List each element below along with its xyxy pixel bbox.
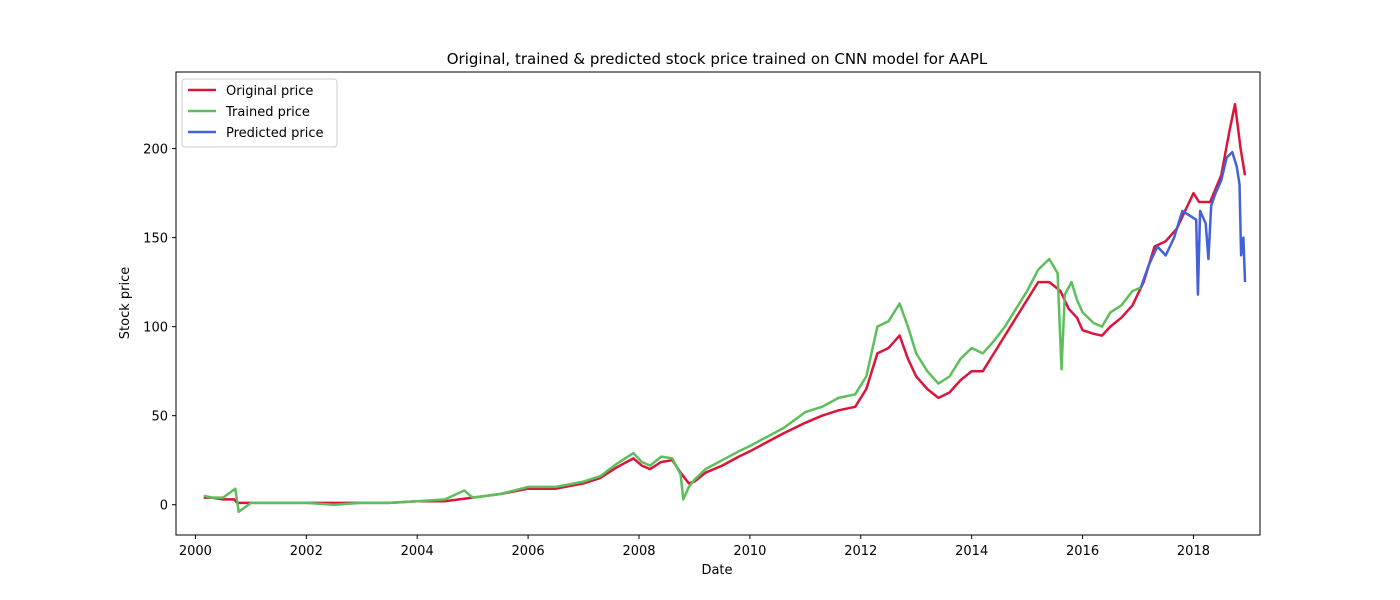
plot-frame: [175, 71, 1261, 536]
y-tick-label: 50: [151, 410, 168, 425]
series-layer: [203, 102, 1247, 514]
x-axis-label: Date: [701, 563, 732, 578]
legend-label-trained: Trained price: [225, 105, 310, 120]
chart-title: Original, trained & predicted stock pric…: [447, 50, 988, 68]
x-tick-label: 2016: [1066, 544, 1099, 559]
x-tick-label: 2014: [955, 544, 988, 559]
x-tick-label: 2002: [290, 544, 323, 559]
y-axis: 0 50 100 150 200: [143, 143, 176, 514]
x-tick-label: 2008: [622, 544, 655, 559]
x-tick-label: 2012: [844, 544, 877, 559]
legend-label-predicted: Predicted price: [226, 126, 324, 141]
x-tick-label: 2010: [733, 544, 766, 559]
y-tick-label: 200: [143, 143, 168, 158]
legend: Original price Trained price Predicted p…: [181, 78, 338, 148]
y-axis-label: Stock price: [118, 267, 133, 339]
x-tick-label: 2006: [512, 544, 545, 559]
y-tick-label: 0: [160, 499, 168, 514]
legend-label-original: Original price: [226, 84, 313, 99]
x-axis: 2000 2002 2004 2006 2008 2010 2012 2014 2016 2018: [179, 535, 1210, 559]
series-line-1: [203, 257, 1142, 514]
x-tick-label: 2004: [401, 544, 434, 559]
x-tick-label: 2000: [179, 544, 212, 559]
series-line-0: [203, 102, 1247, 505]
legend-box: [181, 78, 338, 148]
y-tick-label: 150: [143, 232, 168, 247]
x-tick-label: 2018: [1177, 544, 1210, 559]
y-tick-label: 100: [143, 321, 168, 336]
series-line-2: [1139, 150, 1247, 296]
